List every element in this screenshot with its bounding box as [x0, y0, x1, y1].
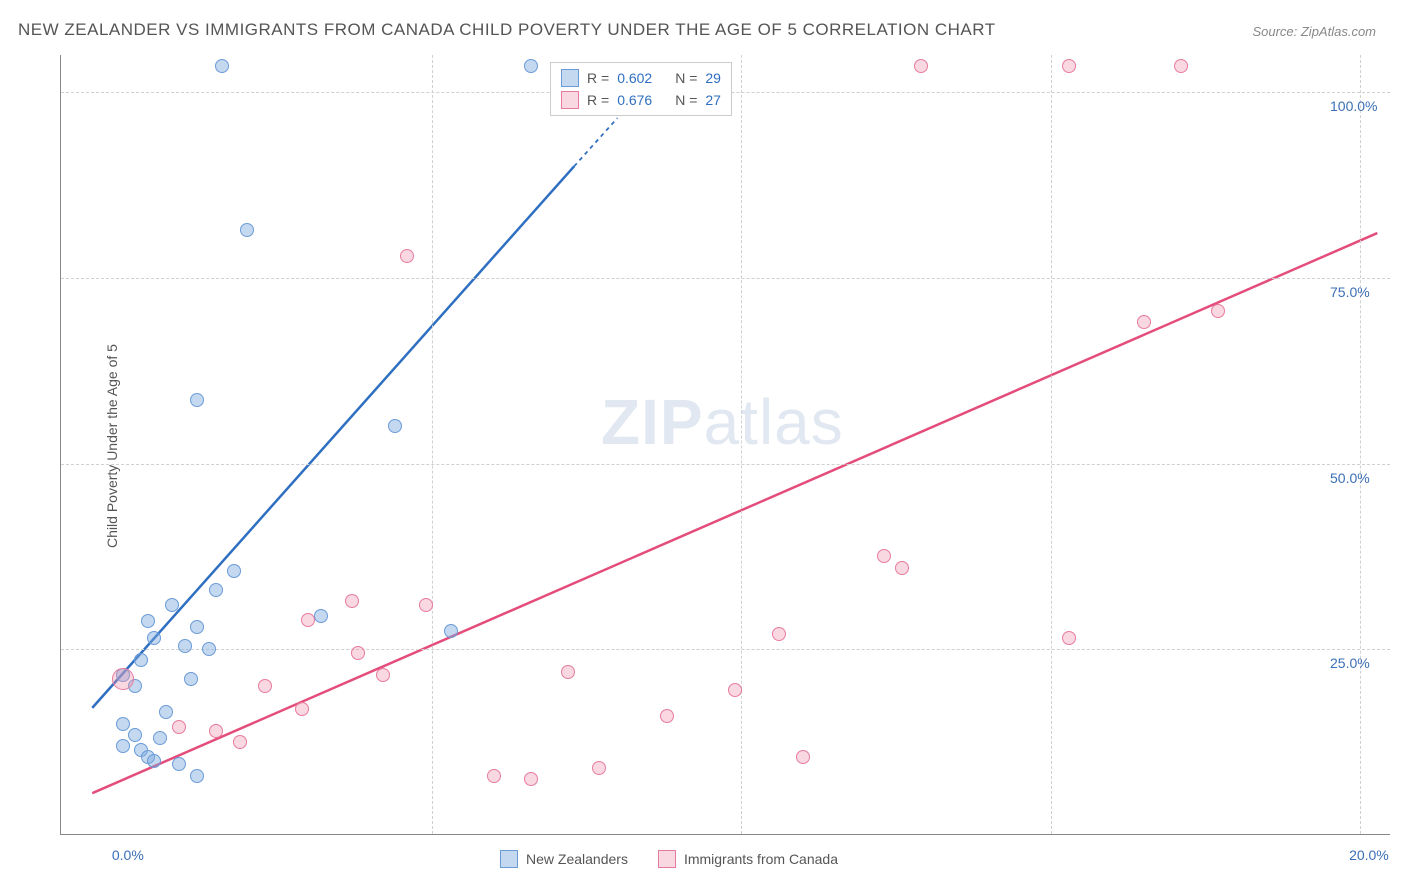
legend-r-label: R = [587, 92, 609, 108]
scatter-point [301, 613, 315, 627]
scatter-point [134, 653, 148, 667]
scatter-point [295, 702, 309, 716]
legend-r-label: R = [587, 70, 609, 86]
scatter-point [524, 772, 538, 786]
watermark-bold: ZIP [601, 386, 704, 458]
scatter-point [895, 561, 909, 575]
y-tick-label: 100.0% [1330, 98, 1377, 114]
x-tick-label: 20.0% [1349, 847, 1389, 863]
scatter-point [116, 717, 130, 731]
scatter-point [116, 739, 130, 753]
scatter-point [258, 679, 272, 693]
gridline-vertical [741, 55, 742, 834]
scatter-point [202, 642, 216, 656]
regression-line-dashed [574, 118, 617, 166]
scatter-point [215, 59, 229, 73]
scatter-point [227, 564, 241, 578]
scatter-point [172, 757, 186, 771]
scatter-point [153, 731, 167, 745]
scatter-point [376, 668, 390, 682]
gridline-vertical [1051, 55, 1052, 834]
legend-swatch [500, 850, 518, 868]
series-legend: New Zealanders Immigrants from Canada [500, 850, 838, 868]
scatter-point [1174, 59, 1188, 73]
scatter-point [209, 724, 223, 738]
scatter-point [772, 627, 786, 641]
scatter-point [877, 549, 891, 563]
scatter-point [388, 419, 402, 433]
scatter-point [314, 609, 328, 623]
legend-row: R = 0.602 N = 29 [561, 67, 721, 89]
regression-line [92, 166, 574, 708]
legend-n-label: N = [675, 70, 697, 86]
scatter-point [1062, 631, 1076, 645]
legend-series-name: New Zealanders [526, 851, 628, 867]
scatter-point [172, 720, 186, 734]
scatter-point [444, 624, 458, 638]
scatter-point [112, 668, 134, 690]
y-tick-label: 50.0% [1330, 470, 1370, 486]
correlation-legend: R = 0.602 N = 29 R = 0.676 N = 27 [550, 62, 732, 116]
legend-n-label: N = [675, 92, 697, 108]
scatter-point [1137, 315, 1151, 329]
legend-n-value: 29 [705, 70, 721, 86]
scatter-point [190, 620, 204, 634]
gridline-vertical [1360, 55, 1361, 834]
scatter-point [1211, 304, 1225, 318]
legend-r-value: 0.676 [617, 92, 667, 108]
scatter-point [165, 598, 179, 612]
scatter-point [561, 665, 575, 679]
watermark-rest: atlas [704, 386, 844, 458]
scatter-point [240, 223, 254, 237]
legend-item: Immigrants from Canada [658, 850, 838, 868]
scatter-point [914, 59, 928, 73]
x-tick-label: 0.0% [112, 847, 144, 863]
scatter-point [178, 639, 192, 653]
scatter-point [524, 59, 538, 73]
scatter-point [592, 761, 606, 775]
gridline-horizontal [61, 278, 1390, 279]
plot-area: ZIPatlas [60, 55, 1390, 835]
regression-lines-layer [61, 55, 1390, 834]
legend-swatch [561, 69, 579, 87]
gridline-horizontal [61, 464, 1390, 465]
y-tick-label: 25.0% [1330, 655, 1370, 671]
scatter-point [351, 646, 365, 660]
scatter-point [159, 705, 173, 719]
gridline-vertical [432, 55, 433, 834]
legend-row: R = 0.676 N = 27 [561, 89, 721, 111]
y-tick-label: 75.0% [1330, 284, 1370, 300]
legend-series-name: Immigrants from Canada [684, 851, 838, 867]
legend-swatch [658, 850, 676, 868]
scatter-point [345, 594, 359, 608]
scatter-point [190, 393, 204, 407]
scatter-point [233, 735, 247, 749]
scatter-point [419, 598, 433, 612]
scatter-point [141, 614, 155, 628]
scatter-point [487, 769, 501, 783]
scatter-point [400, 249, 414, 263]
legend-item: New Zealanders [500, 850, 628, 868]
scatter-point [147, 754, 161, 768]
source-attribution: Source: ZipAtlas.com [1252, 24, 1376, 39]
legend-n-value: 27 [705, 92, 721, 108]
chart-title: NEW ZEALANDER VS IMMIGRANTS FROM CANADA … [18, 20, 996, 40]
scatter-point [128, 728, 142, 742]
scatter-point [184, 672, 198, 686]
legend-swatch [561, 91, 579, 109]
scatter-point [190, 769, 204, 783]
scatter-point [1062, 59, 1076, 73]
legend-r-value: 0.602 [617, 70, 667, 86]
scatter-point [147, 631, 161, 645]
watermark: ZIPatlas [601, 385, 844, 459]
scatter-point [209, 583, 223, 597]
regression-line [92, 233, 1377, 793]
scatter-point [796, 750, 810, 764]
scatter-point [660, 709, 674, 723]
gridline-horizontal [61, 649, 1390, 650]
scatter-point [728, 683, 742, 697]
